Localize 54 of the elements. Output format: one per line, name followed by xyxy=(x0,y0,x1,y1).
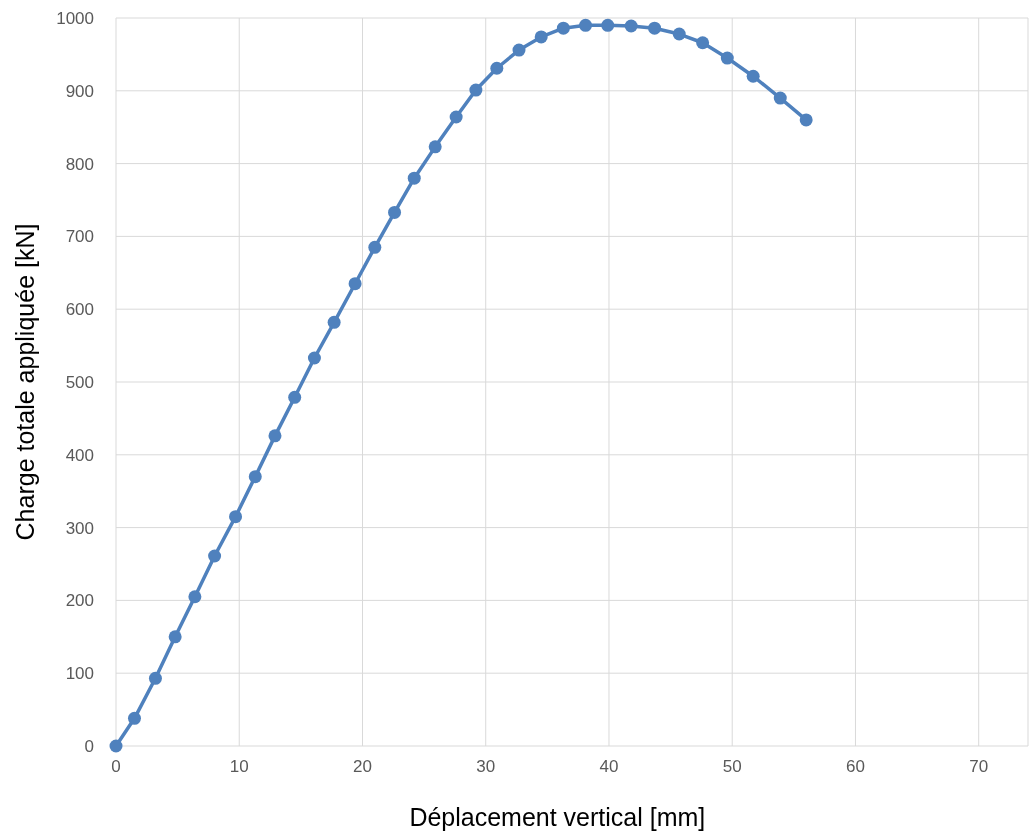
point xyxy=(469,83,483,97)
point xyxy=(428,140,442,154)
x-tick-label: 50 xyxy=(722,757,742,776)
y-tick-label: 100 xyxy=(65,664,94,684)
point xyxy=(490,61,504,75)
point xyxy=(799,113,813,127)
x-tick-label: 10 xyxy=(229,757,249,776)
point xyxy=(696,36,710,50)
point xyxy=(601,18,615,32)
point xyxy=(534,30,548,44)
y-tick-label: 300 xyxy=(65,518,94,538)
x-tick-label: 70 xyxy=(969,757,989,776)
point xyxy=(648,21,662,35)
point xyxy=(109,739,123,753)
x-tick-label: 60 xyxy=(846,757,865,776)
y-tick-label: 200 xyxy=(65,591,94,611)
y-tick-label: 500 xyxy=(65,373,94,392)
x-tick-label: 0 xyxy=(111,757,121,776)
point xyxy=(348,277,362,291)
x-tick-label: 30 xyxy=(476,757,496,776)
point xyxy=(268,429,282,443)
point xyxy=(229,510,243,524)
point xyxy=(148,671,162,685)
y-tick-label: 800 xyxy=(65,154,94,174)
point xyxy=(168,630,182,644)
point xyxy=(307,351,321,365)
x-tick-label: 40 xyxy=(599,757,619,776)
x-axis-title: Déplacement vertical [mm] xyxy=(409,803,706,831)
point xyxy=(388,205,402,219)
y-axis-title: Charge totale appliquée [kN] xyxy=(11,223,39,541)
y-tick-label: 1000 xyxy=(56,9,94,28)
point xyxy=(512,43,526,57)
point xyxy=(368,240,382,254)
point xyxy=(127,711,141,725)
point xyxy=(208,549,222,563)
point xyxy=(746,69,760,83)
point xyxy=(672,27,686,41)
y-tick-label: 600 xyxy=(65,300,94,320)
y-tick-label: 700 xyxy=(65,227,94,247)
point xyxy=(248,470,262,484)
point xyxy=(720,51,734,65)
point xyxy=(449,110,463,124)
point xyxy=(327,315,341,329)
point xyxy=(624,19,638,33)
point xyxy=(773,91,787,105)
x-tick-label: 20 xyxy=(353,757,372,776)
point xyxy=(407,171,421,185)
point xyxy=(579,18,593,32)
y-tick-label: 0 xyxy=(84,737,94,756)
point xyxy=(556,21,570,35)
y-tick-label: 900 xyxy=(65,81,94,101)
point xyxy=(288,390,302,404)
y-tick-label: 400 xyxy=(65,445,94,465)
point xyxy=(188,590,202,604)
